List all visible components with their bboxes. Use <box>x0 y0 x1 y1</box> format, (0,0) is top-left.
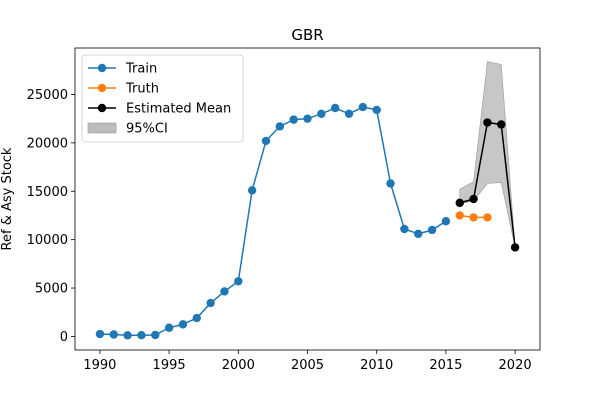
data-point-train <box>178 320 188 329</box>
legend-patch-95-ci <box>87 122 117 134</box>
x-tick-label: 1995 <box>153 358 186 373</box>
data-point-train <box>441 217 451 226</box>
data-point-train <box>234 277 243 286</box>
data-point-train <box>192 313 201 323</box>
data-point-train <box>137 330 146 340</box>
y-tick-label: 20000 <box>27 136 68 151</box>
data-point-train <box>427 225 437 235</box>
x-tick-label: 1990 <box>83 358 116 373</box>
y-axis-label: Ref & Asy Stock <box>0 147 15 250</box>
legend-marker-estimated-mean <box>97 103 107 113</box>
y-tick-label: 10000 <box>27 233 68 248</box>
y-tick-label: 25000 <box>27 88 68 103</box>
x-tick-label: 2020 <box>499 358 532 373</box>
data-point-train <box>414 229 423 239</box>
y-tick-label: 15000 <box>27 185 68 200</box>
data-point-train <box>123 331 132 340</box>
data-point-train <box>386 179 395 188</box>
x-tick-label: 2000 <box>222 358 255 373</box>
x-tick-label: 2005 <box>291 358 324 373</box>
data-point-truth <box>469 213 478 222</box>
data-point-truth <box>483 213 492 222</box>
y-tick-label: 0 <box>60 330 68 345</box>
data-point-train <box>344 109 354 119</box>
data-point-train <box>330 103 340 113</box>
data-point-train <box>289 115 298 124</box>
axes-ticks: 1990 1995 2000 2005 2010 2015 2020 0 5000 10000 15… <box>27 88 532 373</box>
data-point-train <box>372 105 381 115</box>
data-point-train <box>247 186 257 195</box>
legend-frame <box>81 54 244 143</box>
x-tick-label: 2010 <box>360 358 393 373</box>
x-tick-label: 2015 <box>429 358 462 373</box>
data-point-train <box>261 136 271 146</box>
legend-label-train: Train <box>125 62 157 77</box>
data-point-truth <box>455 211 464 220</box>
data-point-estimated-mean <box>455 198 464 208</box>
legend-marker-train <box>97 63 107 73</box>
data-point-estimated-mean <box>483 118 492 127</box>
y-tick-label: 5000 <box>35 282 68 297</box>
data-point-train <box>317 109 326 119</box>
data-point-train <box>109 330 118 339</box>
data-point-train <box>303 114 312 123</box>
data-point-train <box>400 224 409 234</box>
legend-label-95-ci: 95%CI <box>126 122 168 137</box>
data-point-estimated-mean <box>497 120 506 129</box>
plot-area <box>95 61 520 340</box>
legend: Train Truth Estimated Mean 95%CI <box>81 54 244 143</box>
data-point-estimated-mean <box>469 194 478 204</box>
data-point-train <box>151 330 160 340</box>
data-point-train <box>275 122 285 131</box>
data-point-estimated-mean <box>510 243 520 252</box>
legend-marker-truth <box>97 83 107 93</box>
legend-label-estimated-mean: Estimated Mean <box>126 102 231 117</box>
data-point-train <box>206 298 215 308</box>
chart-title: GBR <box>291 26 323 44</box>
data-point-train <box>95 329 105 339</box>
data-point-train <box>358 102 368 112</box>
legend-label-truth: Truth <box>125 82 159 97</box>
data-point-train <box>220 287 229 296</box>
data-point-train <box>164 323 174 332</box>
